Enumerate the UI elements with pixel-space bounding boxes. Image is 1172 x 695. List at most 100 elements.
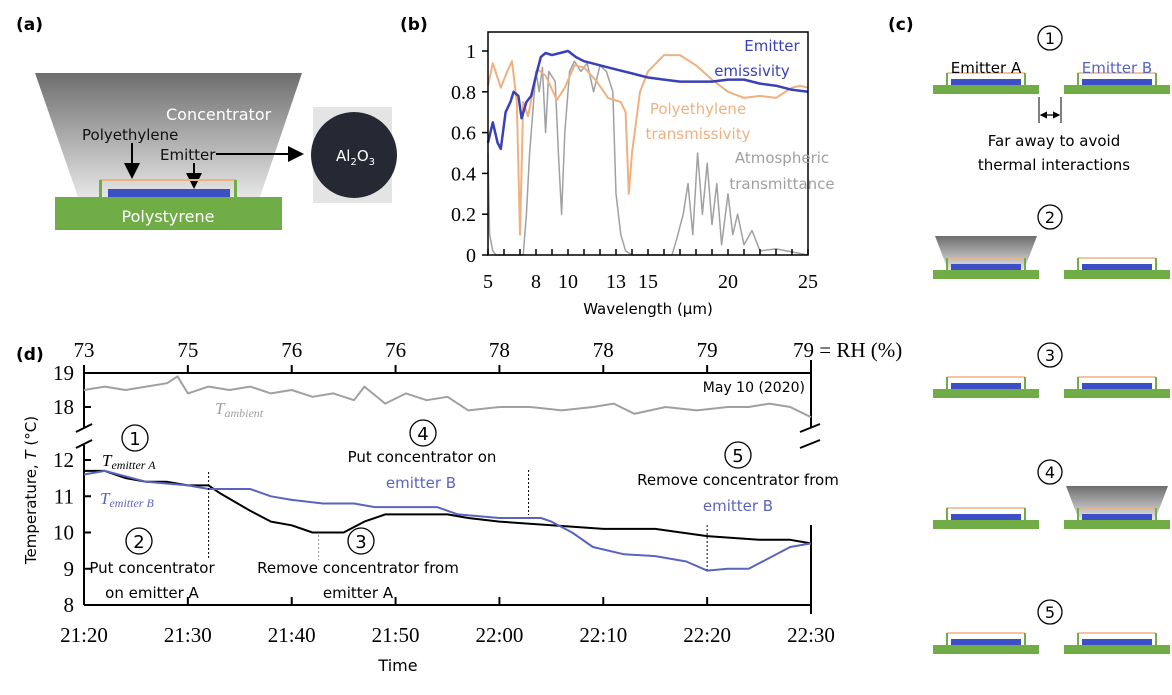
support-post [946,258,948,270]
polystyrene-label: Polystyrene [122,207,215,226]
step-number-circle [1037,599,1063,625]
polystyrene-base [1064,85,1170,94]
polystyrene-base [933,645,1039,654]
rh-tick-label: 73 [74,338,95,362]
axis-break-mark [799,423,821,433]
stage-4: 4 [1037,459,1168,520]
panel-b-label: (b) [400,15,428,35]
y-tick-label: 8 [64,593,75,617]
step-number: 4 [1045,463,1055,482]
polystyrene-base [1064,270,1170,279]
emitter-b-device [1064,507,1170,529]
stage-3: 3 [1037,342,1063,368]
legend-polyethylene-2: transmissivity [646,125,751,143]
y-tick-label: 18 [53,395,74,419]
x-tick-label: 8 [531,271,541,293]
stage-2: 2 [935,204,1063,270]
emitter-b-label: Emitter B [1082,59,1152,77]
panel-c-label: (c) [888,15,914,35]
step-number: 1 [129,429,140,450]
al2o3-sample-disc [311,112,397,198]
emitter-plate [951,79,1021,85]
annotation-text-line2: on emitter A [105,584,199,602]
polyethylene-label: Polyethylene [82,126,178,144]
support-post [946,377,948,389]
axis-break-mark [799,439,821,449]
emitter-plate [108,189,230,197]
polystyrene-base [1064,645,1170,654]
x-tick-label: 13 [606,271,626,293]
step-number-circle [1037,342,1063,368]
gap-note-line1: Far away to avoid [988,132,1120,150]
series-line-t-emitter-A [84,469,812,545]
panel-a-label: (a) [16,15,43,35]
gap-note-line2: thermal interactions [978,156,1130,174]
step-number: 5 [732,446,743,467]
emitter-b-device [1064,72,1170,94]
annotation-text-line1: Put concentrator on [348,448,497,466]
x-tick-label: 25 [798,271,818,293]
support-post [946,633,948,645]
x-axis-title-wavelength: Wavelength (μm) [583,300,713,318]
series-line-t-emitter-B [83,469,812,572]
legend-atmospheric-2: transmittance [729,175,834,193]
date-note: May 10 (2020) [703,380,805,396]
x-tick-label: 21:20 [60,623,108,647]
emitter-plate [1082,79,1152,85]
series-line-polyethylene-transmissivity [487,54,809,236]
emitter-a-label: Emitter A [951,59,1022,77]
annotation-step-2: 2 Put concentrator on emitter A [89,472,215,602]
support-post [946,508,948,520]
step-number: 3 [355,532,366,553]
legend-emitter-emissivity-2: emissivity [714,62,790,80]
panel-b: (b) 5 8 10 13 15 20 25 0 0.2 0.4 0.6 0.8 1 Emitter e… [400,15,835,318]
y-tick-label: 0.4 [451,163,476,185]
annotation-step-1: 1 [121,424,149,452]
step-number: 5 [1045,603,1055,622]
annotation-text-line2: emitter B [386,474,456,492]
y-tick-label: 0 [466,245,476,267]
step-number-circle [1037,459,1063,485]
y-tick-label: 11 [54,484,74,508]
axis-break-mark [75,423,93,433]
series-line-t-ambient [83,375,812,419]
support-post [1155,258,1157,270]
y-tick-label: 0.8 [451,82,476,104]
x-tick-label: 10 [558,271,578,293]
step-number: 2 [1045,208,1055,227]
step-number-circle [347,527,375,555]
stage-5: 5 [1037,599,1063,625]
emitter-a-device [933,507,1039,529]
support-post [1077,508,1079,520]
x-tick-label: 22:30 [787,623,835,647]
y-tick-label: 9 [64,557,75,581]
step-number-circle [1037,204,1063,230]
annotation-text-line1: Remove concentrator from [257,559,459,577]
step-number-circle [724,441,752,469]
x-tick-label: 20 [718,271,738,293]
step-number-circle [1037,25,1063,51]
emitter-b-device [1064,632,1170,654]
polystyrene-block [55,197,282,230]
y-tick-label: 0.2 [451,204,476,226]
label-t-emitter-b: Temitter B [100,489,154,510]
emitter-a-device [933,72,1039,94]
emitter-a-device [933,632,1039,654]
support-post [1077,377,1079,389]
emitter-plate [951,514,1021,520]
event-annotations: 1 2 Put concentrator on emitter A 3 Remove co… [89,419,839,602]
polystyrene-base [1064,389,1170,398]
x-tick-label: 5 [483,271,493,293]
support-post [1024,377,1026,389]
support-post [1155,633,1157,645]
emitter-plate [1082,383,1152,389]
support-post [1155,73,1157,85]
step-number: 4 [417,424,428,445]
x-tick-label: 22:00 [476,623,524,647]
y-tick-label: 10 [53,521,74,545]
panel-c: (c) 1 2 3 4 5 Emitter A Emitter B Far away t… [888,15,1170,654]
rh-tick-label: 78 [489,338,510,362]
step-number-circle [121,424,149,452]
legend-polyethylene-1: Polyethylene [650,100,746,118]
emitter-plate [1082,514,1152,520]
